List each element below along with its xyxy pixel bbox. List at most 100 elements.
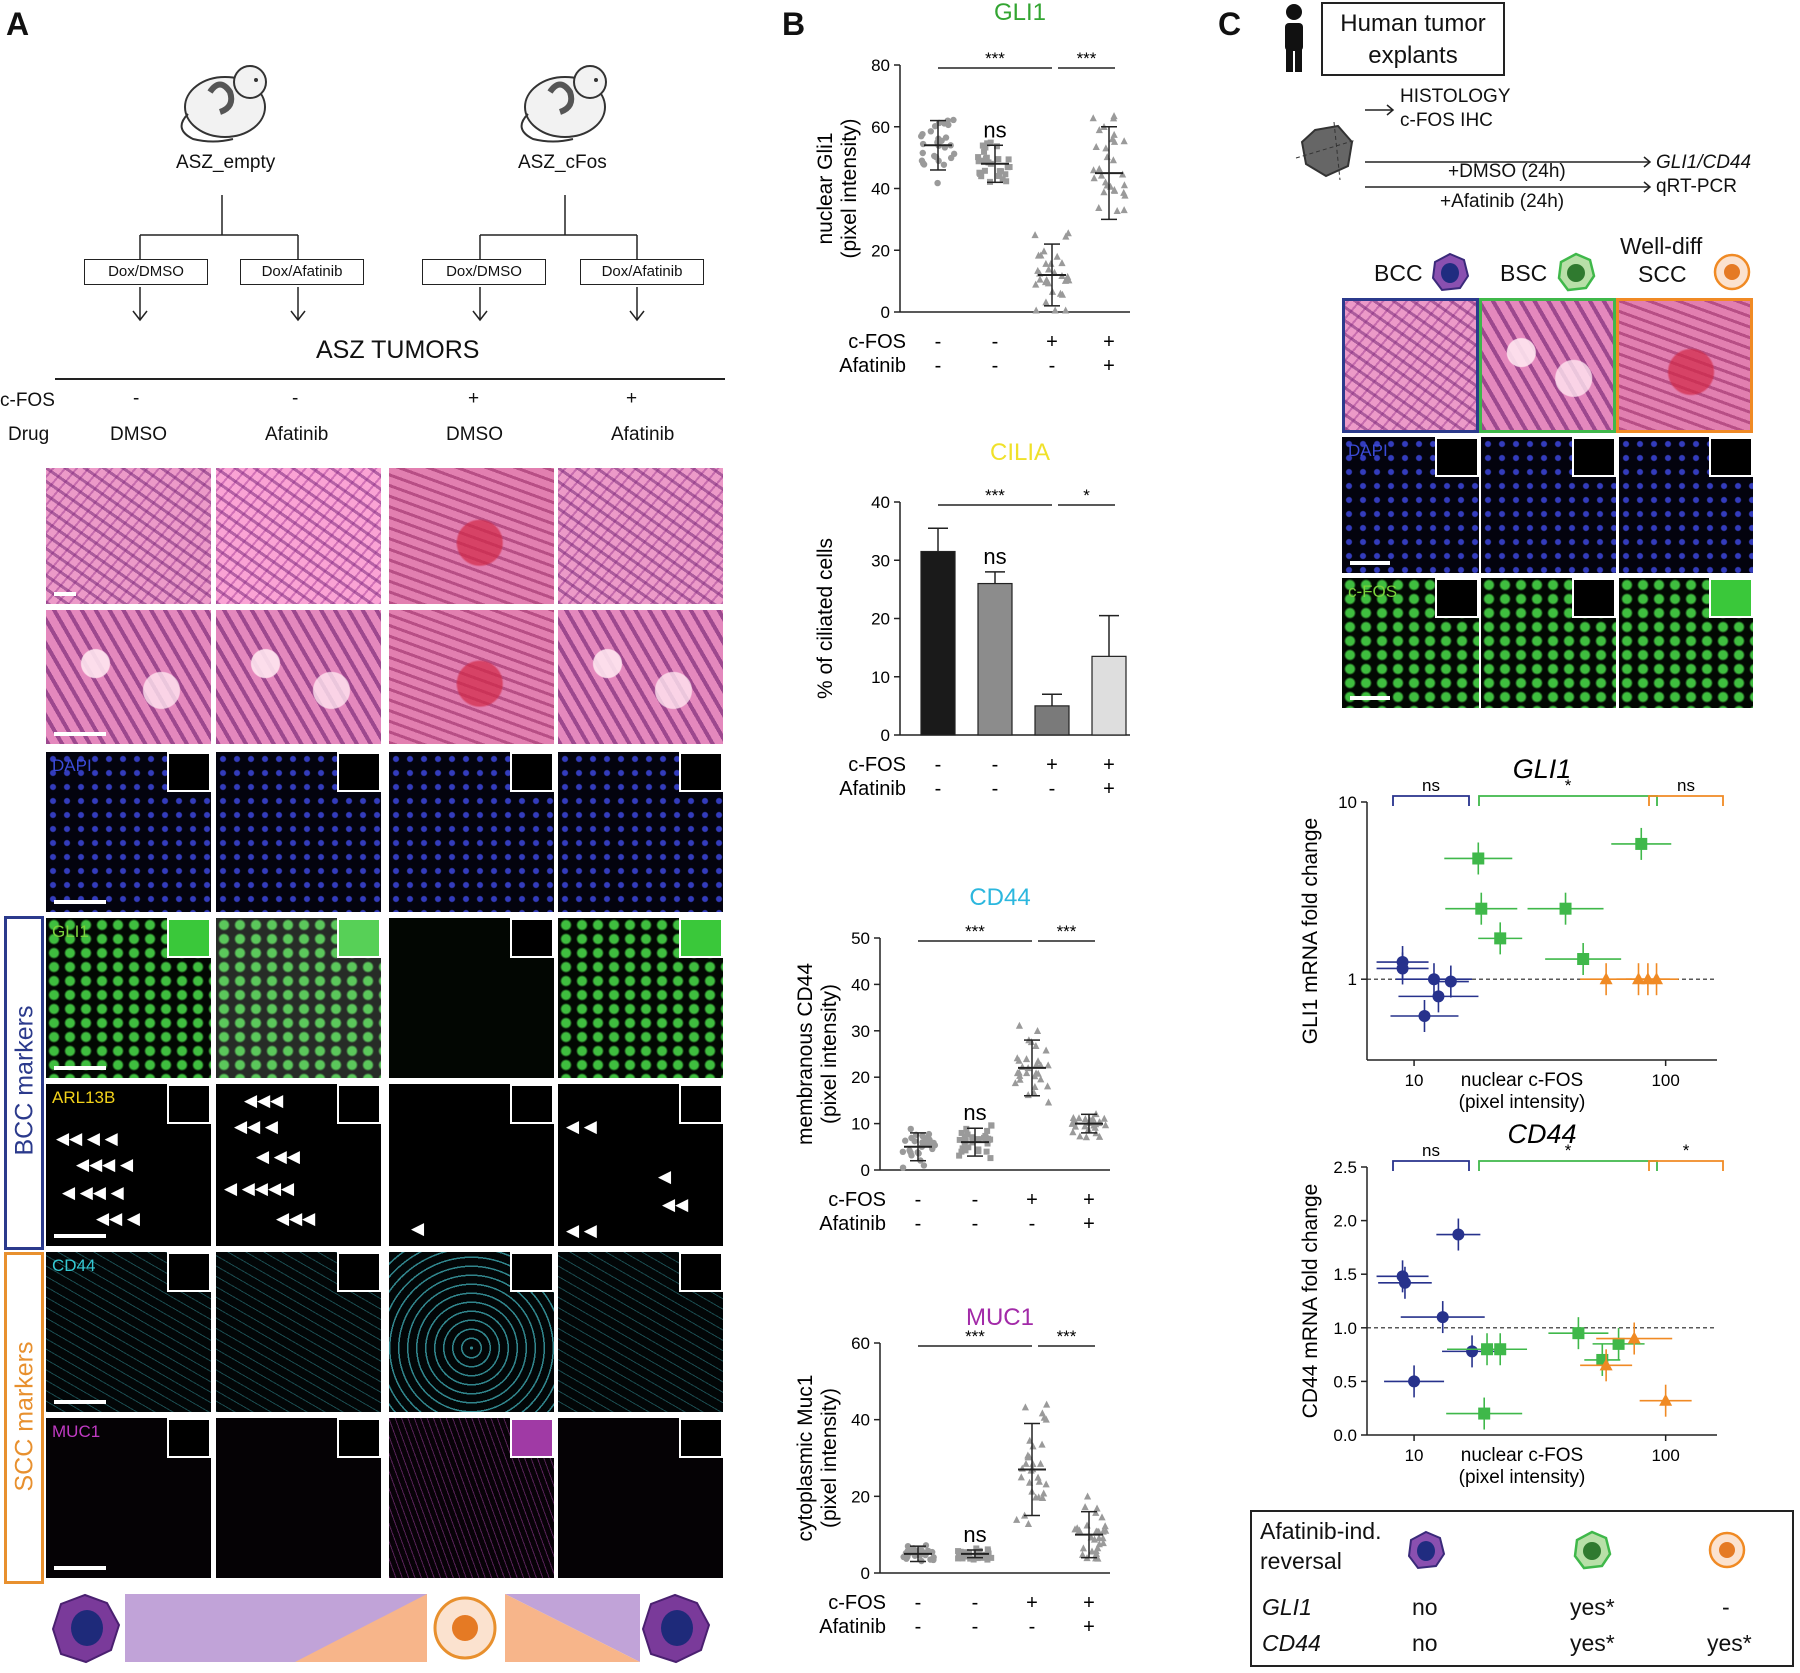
- b-point: [1097, 171, 1106, 179]
- b-point: [1121, 191, 1129, 199]
- b-point: [956, 1136, 963, 1143]
- b-y-tick-label: 40: [871, 493, 890, 512]
- b-point: [1095, 165, 1103, 173]
- b-point: [1095, 1534, 1103, 1542]
- b-chart-3: MUC1 0 20 40 60 cytoplasmic Muc1 (pixel intens…: [794, 1304, 1110, 1638]
- b-point: [919, 1139, 926, 1146]
- b-point: [1081, 1115, 1089, 1123]
- c-x-tick-label: 100: [1651, 1446, 1679, 1465]
- b-cfos-value: -: [972, 1592, 979, 1614]
- b-ns-label: ns: [963, 1100, 986, 1125]
- he-low-4: [558, 468, 723, 604]
- b-point: [1120, 181, 1129, 189]
- panel-b-label: B: [782, 6, 806, 42]
- b-y-label: % of ciliated cells: [814, 538, 837, 699]
- c-point-bcc: [1444, 975, 1457, 988]
- b-point: [983, 1148, 990, 1155]
- b-point: [965, 1144, 972, 1151]
- c-y-tick-label: 0.5: [1333, 1372, 1357, 1391]
- b-point: [984, 1140, 991, 1147]
- b-cfos-value: +: [1026, 1189, 1038, 1211]
- bcc-cell-icon: [1431, 252, 1470, 292]
- b-y-tick-label: 60: [851, 1334, 870, 1353]
- he-high-3: [389, 610, 554, 744]
- c-y-tick-label: 1: [1348, 970, 1357, 989]
- histology-line-1: HISTOLOGY: [1400, 86, 1511, 107]
- b-cfos-value: +: [1046, 754, 1058, 776]
- b-y-tick-label: 0: [861, 1161, 870, 1180]
- tumors-divider: [55, 378, 725, 380]
- b-point: [1113, 207, 1121, 215]
- b-point: [984, 1127, 991, 1134]
- arl13b-3: ◀: [389, 1084, 554, 1246]
- b-point: [1079, 1544, 1088, 1552]
- cd44-2: [216, 1252, 381, 1412]
- c-sig-label: ns: [1422, 1141, 1440, 1160]
- b-point: [958, 1129, 965, 1136]
- bcc-markers-box: [4, 916, 44, 1250]
- he-high-1: [46, 610, 211, 744]
- b-point: [1034, 1057, 1042, 1065]
- b-bar: [977, 582, 1013, 736]
- c-cfos-bcc: c-FOS: [1342, 578, 1479, 708]
- c-x-label-2: (pixel intensity): [1459, 1467, 1586, 1488]
- c-point-bcc: [1436, 1311, 1449, 1324]
- c-dapi-scc: [1619, 437, 1753, 573]
- b-cfos-value: -: [915, 1189, 922, 1211]
- scc-markers-label: SCC markers: [10, 1341, 39, 1492]
- treatment-box-3: Dox/DMSO: [422, 259, 546, 285]
- b-point: [901, 1137, 909, 1144]
- b-afatinib-value: -: [972, 1616, 979, 1638]
- b-point: [962, 1553, 969, 1560]
- mouse-left-label: ASZ_empty: [176, 152, 276, 173]
- b-cfos-value: +: [1083, 1189, 1095, 1211]
- b-afatinib-value: -: [915, 1213, 922, 1235]
- c-point-bcc: [1408, 1375, 1421, 1388]
- cfos-row-label: c-FOS: [0, 390, 55, 411]
- b-point: [988, 1554, 995, 1561]
- he-low-1: [46, 468, 211, 604]
- b-point: [1101, 178, 1110, 186]
- c-point-bcc: [1398, 1276, 1411, 1289]
- b-point: [1092, 1527, 1100, 1535]
- b-point: [1102, 1526, 1110, 1534]
- b-point: [1018, 1063, 1026, 1071]
- arl13b-2: ◀◀◀ ◀◀ ◀ ◀ ◀◀ ◀ ◀◀◀◀ ◀◀◀: [216, 1084, 381, 1246]
- b-point: [985, 1548, 992, 1555]
- b-sig-label: ***: [985, 486, 1005, 505]
- c-he-bcc: [1342, 298, 1479, 433]
- c-x-tick-label: 10: [1405, 1071, 1424, 1090]
- b-afatinib-value: -: [935, 778, 942, 800]
- b-afatinib-value: +: [1103, 355, 1115, 377]
- panel-a-label: A: [6, 6, 30, 42]
- b-point: [976, 1547, 983, 1554]
- c-x-label: nuclear c-FOS: [1461, 1445, 1583, 1466]
- c-y-tick-label: 2.0: [1333, 1212, 1357, 1231]
- b-point: [935, 137, 943, 144]
- b-point: [907, 1125, 914, 1133]
- b-chart-0: GLI1 0 20 40 60 80 nuclear Gli1 (pixel intensit…: [814, 0, 1130, 377]
- arl13b-1: ARL13B ◀◀ ◀ ◀ ◀◀◀ ◀ ◀ ◀◀ ◀ ◀◀ ◀: [46, 1084, 211, 1246]
- c-x-tick-label: 10: [1405, 1446, 1424, 1465]
- b-point: [984, 140, 991, 147]
- b-point: [1022, 1459, 1030, 1467]
- b-afatinib-value: -: [992, 778, 999, 800]
- b-point: [1015, 1021, 1024, 1029]
- b-cfos-row-label: c-FOS: [848, 331, 906, 353]
- explant-line-1: Human tumor: [1340, 10, 1486, 37]
- cd44-3: [389, 1252, 554, 1412]
- b-point: [1076, 1132, 1084, 1140]
- b-point: [940, 161, 948, 168]
- b-point: [1051, 306, 1059, 314]
- cfos-value-3: +: [468, 388, 480, 409]
- b-point: [956, 1152, 963, 1159]
- b-point: [922, 1551, 929, 1559]
- b-afatinib-value: +: [1083, 1616, 1095, 1638]
- cfos-value-2: -: [292, 388, 299, 409]
- b-point: [922, 1542, 930, 1549]
- b-point: [970, 1556, 977, 1563]
- b-point: [920, 1162, 928, 1169]
- type-bsc: BSC: [1500, 260, 1548, 286]
- b-point: [1005, 156, 1012, 163]
- b-point: [1064, 229, 1072, 237]
